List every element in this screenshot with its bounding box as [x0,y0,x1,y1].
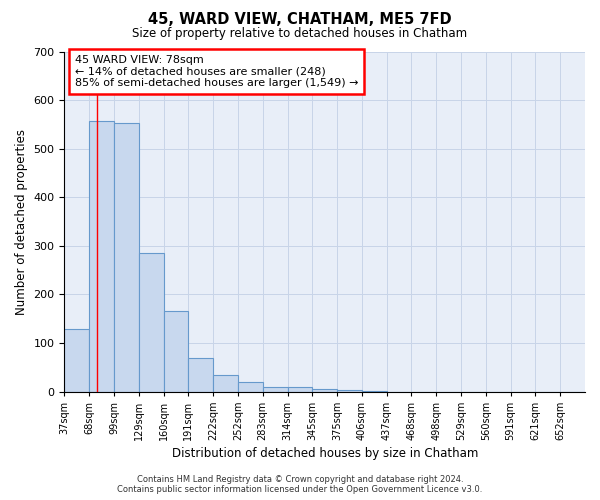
Bar [313,389,337,392]
Y-axis label: Number of detached properties: Number of detached properties [15,128,28,314]
Bar [89,121,114,392]
Bar [114,123,139,392]
X-axis label: Distribution of detached houses by size in Chatham: Distribution of detached houses by size … [172,447,478,460]
Bar [213,376,238,392]
Bar [188,358,213,392]
Bar [263,386,287,392]
Bar [164,312,188,392]
Text: 45, WARD VIEW, CHATHAM, ME5 7FD: 45, WARD VIEW, CHATHAM, ME5 7FD [148,12,452,28]
Bar [64,330,89,392]
Text: 45 WARD VIEW: 78sqm
← 14% of detached houses are smaller (248)
85% of semi-detac: 45 WARD VIEW: 78sqm ← 14% of detached ho… [75,55,358,88]
Bar [337,390,362,392]
Bar [287,386,313,392]
Text: Contains HM Land Registry data © Crown copyright and database right 2024.
Contai: Contains HM Land Registry data © Crown c… [118,474,482,494]
Bar [362,390,386,392]
Bar [139,253,164,392]
Text: Size of property relative to detached houses in Chatham: Size of property relative to detached ho… [133,28,467,40]
Bar [238,382,263,392]
